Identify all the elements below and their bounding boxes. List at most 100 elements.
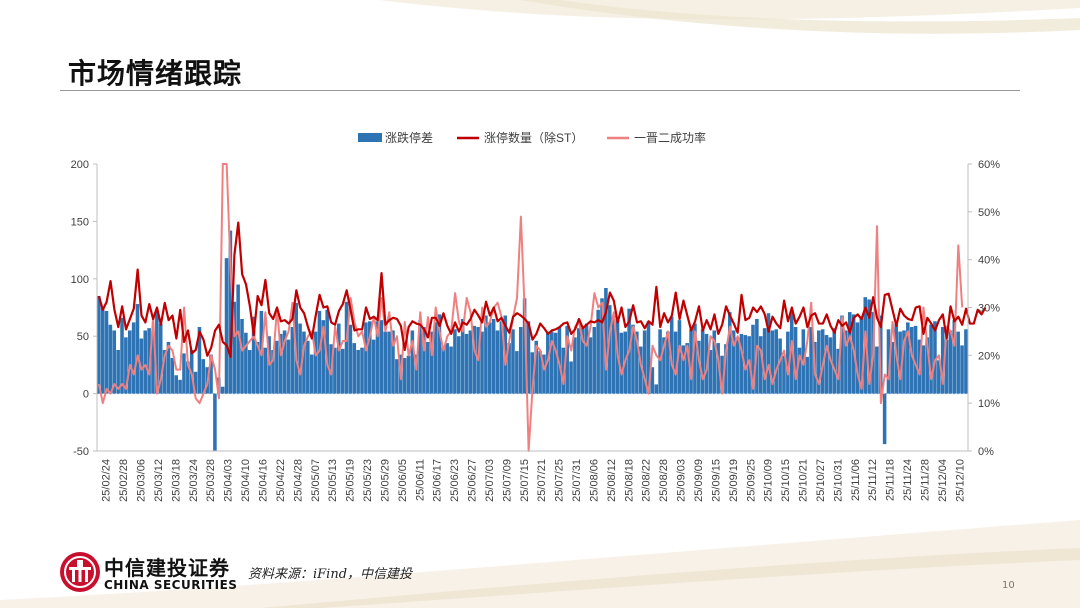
bar xyxy=(635,331,639,394)
bar xyxy=(712,330,717,394)
bar xyxy=(844,330,848,394)
x-tick-label: 25/02/28 xyxy=(118,459,130,502)
bar xyxy=(522,298,527,394)
bar xyxy=(487,322,492,394)
x-tick-label: 25/08/22 xyxy=(641,459,653,502)
bar xyxy=(371,339,376,394)
bar xyxy=(650,367,655,394)
bar xyxy=(178,379,182,394)
bar xyxy=(909,327,914,394)
sentiment-chart: 200 150 100 50 0 -50 60% 50% 40% 30% 20% 10% 0% 25/02… xyxy=(71,130,1001,502)
bar xyxy=(337,323,341,394)
bar xyxy=(534,340,538,394)
x-tick-label: 25/03/18 xyxy=(170,459,182,502)
x-tick-label: 25/04/28 xyxy=(292,459,304,502)
bar xyxy=(306,340,310,394)
bar xyxy=(573,337,577,394)
right-tick-label: 50% xyxy=(978,207,1000,219)
bar xyxy=(321,320,326,394)
x-tick-label: 25/03/12 xyxy=(153,459,165,502)
bar xyxy=(731,330,736,394)
bar xyxy=(631,324,635,394)
bar xyxy=(484,315,488,394)
legend-swatch xyxy=(358,133,382,142)
bar xyxy=(151,332,155,394)
x-tick-label: 25/03/24 xyxy=(188,459,200,502)
bar xyxy=(619,332,624,394)
bar xyxy=(518,327,523,394)
bar xyxy=(875,346,879,394)
bar xyxy=(108,324,113,394)
x-tick-label: 25/09/19 xyxy=(728,459,740,502)
x-tick-label: 25/12/04 xyxy=(937,459,949,502)
bar xyxy=(654,384,658,394)
bar xyxy=(960,345,964,394)
bar xyxy=(940,327,945,394)
bar xyxy=(716,343,720,394)
bar xyxy=(313,331,318,394)
bar xyxy=(240,318,244,394)
bar xyxy=(406,355,411,394)
right-tick-label: 0% xyxy=(978,446,994,458)
chart-legend: 涨跌停差 涨停数量（除ST） 一晋二成功率 xyxy=(358,130,706,145)
bar xyxy=(786,331,790,394)
bar xyxy=(100,307,105,394)
bar xyxy=(638,346,643,394)
x-tick-label: 25/07/15 xyxy=(519,459,531,502)
bar xyxy=(561,347,566,394)
bar xyxy=(278,333,283,394)
x-tick-label: 25/11/24 xyxy=(902,459,914,501)
x-tick-label: 25/05/19 xyxy=(345,459,357,502)
bar xyxy=(553,332,558,394)
x-tick-label: 25/06/11 xyxy=(414,459,426,501)
bar xyxy=(658,329,662,394)
bar xyxy=(902,330,906,394)
x-tick-label: 25/08/06 xyxy=(588,459,600,502)
x-tick-label: 25/09/09 xyxy=(693,459,705,502)
bar xyxy=(495,330,500,394)
line-series xyxy=(97,163,987,452)
bar xyxy=(739,333,744,394)
bar xyxy=(309,354,314,394)
bar xyxy=(379,320,384,394)
bar xyxy=(840,315,844,394)
bar xyxy=(964,329,968,394)
bar xyxy=(213,393,217,451)
series-line-success-rate xyxy=(97,163,964,452)
x-tick-label: 25/11/18 xyxy=(885,459,897,501)
x-tick-label: 25/05/23 xyxy=(362,459,374,502)
bar xyxy=(182,353,186,394)
bar xyxy=(557,327,562,394)
bar xyxy=(681,345,686,394)
company-logo-icon xyxy=(60,552,100,592)
bar xyxy=(120,317,124,394)
series-line-limit-up-count xyxy=(97,221,987,358)
bar xyxy=(356,349,360,394)
bar xyxy=(720,355,724,394)
bar xyxy=(112,330,117,394)
x-tick-label: 25/03/06 xyxy=(136,459,148,502)
bar xyxy=(375,321,380,394)
bar xyxy=(186,361,190,394)
bar xyxy=(97,296,101,394)
x-tick-label: 25/09/25 xyxy=(745,459,757,502)
bar xyxy=(569,361,573,394)
bar xyxy=(124,337,128,394)
bar xyxy=(526,321,531,394)
x-tick-label: 25/08/18 xyxy=(623,459,635,502)
right-tick-label: 60% xyxy=(978,159,1000,171)
bar xyxy=(890,341,895,394)
bar xyxy=(921,345,926,394)
bar xyxy=(933,321,937,394)
bar xyxy=(689,329,693,394)
bar xyxy=(952,320,957,394)
bar xyxy=(480,331,484,394)
bar xyxy=(348,324,353,394)
bar xyxy=(340,348,345,394)
bar xyxy=(607,305,612,394)
left-tick-label: 100 xyxy=(71,274,89,286)
bar xyxy=(170,358,175,394)
bar xyxy=(828,337,833,394)
bar xyxy=(220,386,225,394)
bar xyxy=(906,322,910,394)
